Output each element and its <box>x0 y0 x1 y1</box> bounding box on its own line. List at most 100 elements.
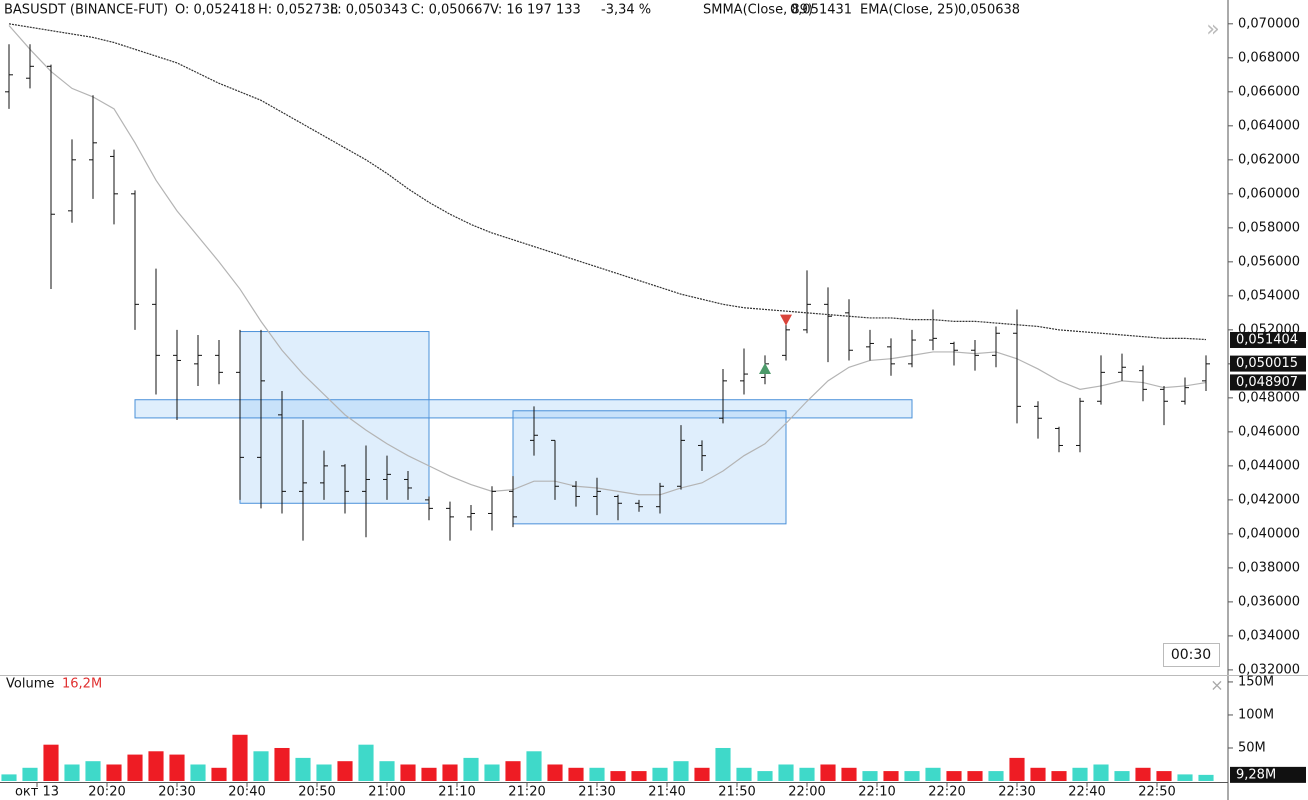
x-tick-label: 22:50 <box>1138 785 1175 800</box>
ohlc-bar <box>698 440 706 471</box>
volume-bar <box>127 754 143 781</box>
ohlc-bar <box>1202 355 1210 392</box>
ohlc-bar <box>1139 365 1147 402</box>
volume-tag <box>1230 766 1306 783</box>
ohlc-bar <box>1097 355 1105 405</box>
ohlc-bar <box>362 445 370 538</box>
volume-bar <box>232 734 248 781</box>
ohlc-bar <box>1118 353 1126 381</box>
ohlc-bar <box>992 326 1000 368</box>
volume-bar <box>358 744 374 781</box>
volume-bar <box>862 771 878 781</box>
x-tick-label: окт 13 <box>15 785 59 800</box>
ohlc-bar <box>635 499 643 512</box>
volume-bar <box>1135 767 1151 781</box>
x-tick-label: 20:30 <box>158 785 195 800</box>
ohlc-bar <box>845 299 853 361</box>
x-tick-label: 22:00 <box>788 785 825 800</box>
volume-bar <box>1072 767 1088 781</box>
ohlc-bar <box>299 419 307 541</box>
ohlc-bar <box>1055 426 1063 453</box>
ohlc-bar <box>89 95 97 199</box>
ohlc-bar <box>866 329 874 361</box>
ohlc-bar <box>1076 397 1084 453</box>
volume-bar <box>148 751 164 781</box>
y-tick-label: 0,070000 <box>1238 16 1300 31</box>
volume-title: Volume <box>6 677 54 692</box>
signal-marker <box>780 314 792 326</box>
x-tick-label: 22:30 <box>998 785 1035 800</box>
volume-bar <box>337 761 353 781</box>
legend-value: 0,050638 <box>958 3 1020 18</box>
y-tick-label: 0,038000 <box>1238 560 1300 575</box>
volume-bar <box>85 761 101 781</box>
volume-current: 16,2M <box>62 677 102 692</box>
ohlc-bar <box>194 334 202 386</box>
ohlc-bar <box>320 450 328 500</box>
ohlc-bar <box>824 287 832 363</box>
ohlc-bar <box>509 476 517 528</box>
ohlc-bar <box>1181 377 1189 405</box>
ohlc-bar <box>236 329 244 500</box>
ohlc-bar <box>677 425 685 490</box>
volume-bar <box>64 764 80 781</box>
close-pane-icon[interactable]: × <box>1210 676 1223 695</box>
y-tick-label: 0,058000 <box>1238 220 1300 235</box>
volume-bar <box>211 767 227 781</box>
header-item: BASUSDT (BINANCE-FUT) <box>4 3 168 18</box>
volume-bar <box>400 764 416 781</box>
legend-value: 0,051431 <box>790 3 852 18</box>
volume-bar <box>568 767 584 781</box>
volume-bar <box>463 757 479 781</box>
volume-bar <box>631 771 647 781</box>
x-tick-label: 20:50 <box>298 785 335 800</box>
ohlc-bar <box>1160 385 1168 426</box>
volume-tick-label: 50M <box>1238 740 1266 755</box>
y-tick-label: 0,068000 <box>1238 50 1300 65</box>
volume-bar <box>505 761 521 781</box>
volume-bar <box>274 747 290 781</box>
volume-bar <box>526 751 542 781</box>
volume-bar <box>841 767 857 781</box>
volume-bar <box>925 767 941 781</box>
ohlc-bar <box>278 391 286 514</box>
volume-bar <box>169 754 185 781</box>
volume-bar <box>547 764 563 781</box>
ohlc-bar <box>929 309 937 351</box>
volume-bar <box>589 767 605 781</box>
y-tick-label: 0,048000 <box>1238 390 1300 405</box>
volume-bar <box>1 774 17 781</box>
volume-tag-label: 9,28M <box>1236 767 1276 782</box>
ohlc-bar <box>26 44 34 89</box>
y-tick-label: 0,040000 <box>1238 526 1300 541</box>
volume-bar <box>904 771 920 781</box>
ohlc-bar <box>152 268 160 395</box>
ohlc-bar <box>803 270 811 334</box>
indicator-line <box>8 23 1207 341</box>
x-tick-label: 20:20 <box>88 785 125 800</box>
price-tag <box>1230 355 1306 372</box>
ohlc-bar <box>572 481 580 507</box>
volume-bar <box>1051 771 1067 781</box>
volume-bar <box>106 764 122 781</box>
header-item: V: 16 197 133 <box>490 3 581 18</box>
timer: 00:30 <box>1171 647 1211 663</box>
volume-bar <box>1198 774 1214 781</box>
volume-bar <box>442 764 458 781</box>
ohlc-bar <box>971 340 979 371</box>
ohlc-bar <box>404 470 412 500</box>
y-tick-label: 0,062000 <box>1238 152 1300 167</box>
y-tick-label: 0,032000 <box>1238 662 1300 677</box>
x-tick-label: 21:30 <box>578 785 615 800</box>
ohlc-bar <box>740 348 748 395</box>
scroll-icon[interactable]: » <box>1206 17 1219 42</box>
volume-bar <box>652 767 668 781</box>
volume-bar <box>421 767 437 781</box>
y-tick-label: 0,046000 <box>1238 424 1300 439</box>
volume-bar <box>883 771 899 781</box>
volume-bar <box>1114 771 1130 781</box>
timer-box <box>1163 643 1220 667</box>
x-tick-label: 21:20 <box>508 785 545 800</box>
ohlc-bar <box>215 340 223 385</box>
volume-tick-label: 150M <box>1238 674 1274 689</box>
